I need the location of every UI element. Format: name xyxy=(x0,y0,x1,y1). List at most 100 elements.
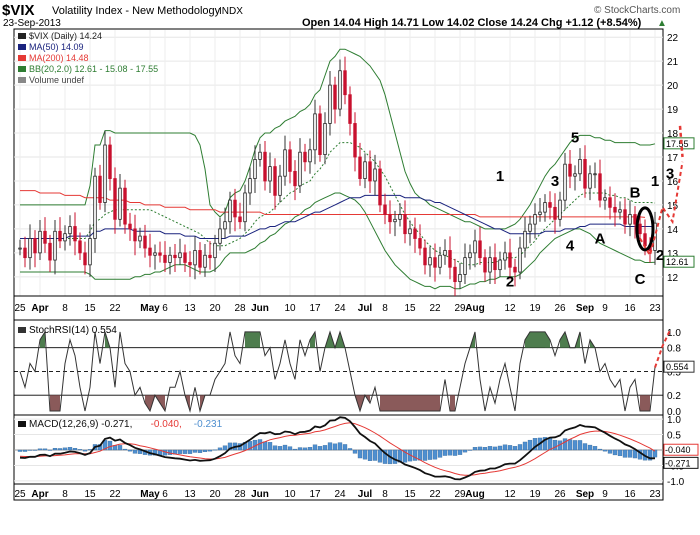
price-legend-swatch xyxy=(18,66,26,72)
macd-x-tick-label: Jun xyxy=(251,489,269,500)
candle-body xyxy=(288,149,292,172)
candle-body xyxy=(28,238,32,259)
macd-histogram-bar xyxy=(437,449,443,458)
macd-histogram-bar xyxy=(262,441,268,451)
candle-body xyxy=(218,228,222,244)
price-y-tick-label: 19 xyxy=(667,105,679,116)
candle-body xyxy=(368,161,372,182)
candle-body xyxy=(563,163,567,201)
macd-histogram-bar xyxy=(272,445,278,451)
candle-body xyxy=(88,238,92,266)
stoch-y-tick-label: 0.8 xyxy=(667,344,681,355)
stoch-oversold-fill xyxy=(425,395,430,412)
candle-body xyxy=(303,151,307,163)
price-x-tick-label: 15 xyxy=(84,303,96,314)
projection-exclaim-red xyxy=(678,125,684,158)
stoch-overbought-fill xyxy=(545,331,550,348)
macd-legend: MACD(12,26,9) -0.271, -0.040, -0.231 xyxy=(18,419,223,430)
macd-histogram-bar xyxy=(327,442,333,451)
candle-body xyxy=(98,175,102,203)
price-legend-swatch xyxy=(18,44,26,50)
candle-body xyxy=(198,250,202,268)
candle-body xyxy=(528,223,532,232)
macd-histogram-bar xyxy=(592,446,598,451)
macd-histogram-bar xyxy=(182,449,188,454)
projection-path-red xyxy=(639,161,684,258)
candle-body xyxy=(73,226,77,242)
price-y-tick-label: 22 xyxy=(667,33,679,44)
candle-body xyxy=(178,252,182,259)
macd-histogram-bar xyxy=(22,449,28,452)
stoch-oversold-fill xyxy=(385,395,390,412)
candle-body xyxy=(183,252,187,263)
stoch-oversold-fill xyxy=(415,395,420,412)
stoch-oversold-fill xyxy=(405,395,410,412)
macd-histogram-bar xyxy=(267,442,273,451)
candle-body xyxy=(443,250,447,256)
macd-histogram-bar xyxy=(472,447,478,451)
candle-body xyxy=(473,240,477,254)
price-y-tick-label: 16 xyxy=(667,177,679,188)
macd-histogram-bar xyxy=(337,442,343,451)
macd-histogram-bar xyxy=(582,443,588,451)
candle-body xyxy=(108,144,112,179)
macd-histogram-bar xyxy=(277,446,283,451)
stoch-oversold-fill xyxy=(380,395,385,412)
bb-lower-tag-value: 12.61 xyxy=(666,257,689,267)
macd-histogram-bar xyxy=(522,441,528,451)
candle-body xyxy=(233,199,237,218)
macd-histogram-bar xyxy=(317,446,323,451)
macd-x-tick-label: 22 xyxy=(109,489,121,500)
candle-body xyxy=(18,247,22,250)
candle-body xyxy=(293,170,297,187)
macd-histogram-bar xyxy=(77,449,83,451)
candle-body xyxy=(243,192,247,223)
stoch-last-value: 0.554 xyxy=(666,362,689,372)
macd-histogram-bar xyxy=(32,449,38,451)
wave-label: 3 xyxy=(666,166,674,183)
macd-x-tick-label: 6 xyxy=(162,489,168,500)
macd-x-tick-label: 20 xyxy=(209,489,221,500)
wave-label: B xyxy=(630,185,641,202)
macd-histogram-bar xyxy=(502,444,508,451)
price-x-tick-label: 19 xyxy=(529,303,541,314)
candle-body xyxy=(503,252,507,261)
stoch-legend-swatch xyxy=(18,327,26,333)
macd-x-tick-label: 8 xyxy=(382,489,388,500)
macd-x-tick-label: Jul xyxy=(358,489,373,500)
stoch-oversold-fill xyxy=(390,395,395,412)
price-x-tick-label: 8 xyxy=(62,303,68,314)
price-x-tick-label: Jul xyxy=(358,303,373,314)
macd-x-tick-label: 9 xyxy=(602,489,608,500)
candle-body xyxy=(263,151,267,182)
price-x-tick-label: 12 xyxy=(504,303,516,314)
macd-histogram-bar xyxy=(117,445,123,451)
candle-body xyxy=(518,247,522,273)
wave-label: 2 xyxy=(656,247,664,264)
macd-histogram-bar xyxy=(362,449,368,460)
macd-panel: -1.0-0.50.00.51.0-0.040-0.271MACD(12,26,… xyxy=(14,415,699,500)
candle-body xyxy=(138,235,142,242)
macd-last-box xyxy=(663,443,699,456)
candle-body xyxy=(403,214,407,235)
macd-histogram-bar xyxy=(412,449,418,461)
price-y-tick-label: 18 xyxy=(667,129,679,140)
stoch-last-box xyxy=(663,360,695,373)
macd-y-tick-label: 1.0 xyxy=(667,415,681,426)
candle-body xyxy=(498,259,502,271)
candle-body xyxy=(543,202,547,213)
macd-line xyxy=(19,416,655,481)
candle-body xyxy=(283,149,287,177)
macd-histogram-bar xyxy=(367,449,373,461)
stochrsi-line xyxy=(19,330,656,413)
price-x-tick-label: 26 xyxy=(554,303,566,314)
price-y-tick-label: 12 xyxy=(667,273,679,284)
macd-histogram-bar xyxy=(352,449,358,454)
macd-histogram-bar xyxy=(462,449,468,453)
macd-histogram-bar xyxy=(217,447,223,451)
highlight-ellipse xyxy=(635,206,655,252)
stoch-oversold-fill xyxy=(450,395,455,412)
